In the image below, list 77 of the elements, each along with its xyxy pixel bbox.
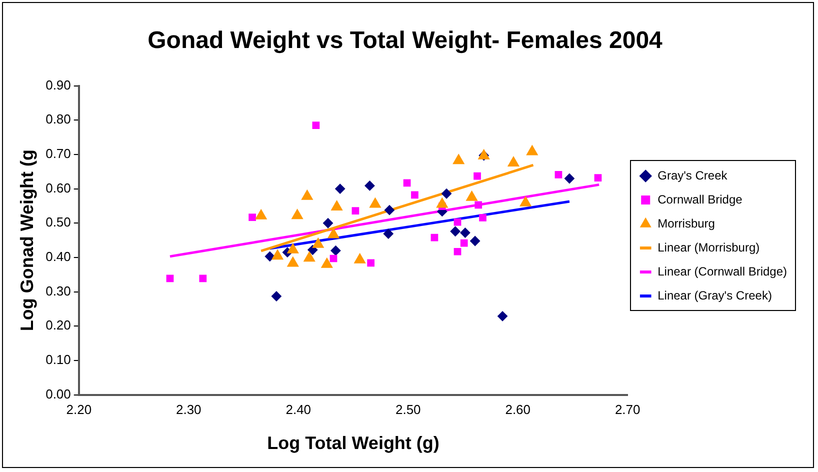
y-tick-label: 0.40 bbox=[46, 249, 71, 264]
x-tick-label: 2.30 bbox=[176, 402, 202, 418]
legend-label: Gray's Creek bbox=[658, 168, 728, 182]
point bbox=[272, 250, 284, 260]
point bbox=[436, 198, 448, 208]
point bbox=[264, 251, 275, 262]
point bbox=[383, 228, 394, 239]
point bbox=[271, 291, 282, 302]
legend-label: Linear (Gray's Creek) bbox=[658, 288, 772, 302]
y-tick-label: 0.20 bbox=[46, 318, 71, 333]
legend-label: Linear (Cornwall Bridge) bbox=[658, 264, 788, 278]
point bbox=[526, 145, 538, 156]
point bbox=[166, 274, 174, 282]
point bbox=[331, 200, 342, 210]
point bbox=[450, 226, 460, 236]
point bbox=[384, 205, 394, 216]
x-axis-title: Log Total Weight (g) bbox=[267, 433, 440, 454]
point bbox=[498, 311, 508, 322]
point bbox=[301, 190, 313, 200]
point bbox=[479, 214, 486, 222]
point bbox=[474, 201, 482, 209]
chart-title: Gonad Weight vs Total Weight- Females 2004 bbox=[148, 27, 664, 54]
x-tick-label: 2.70 bbox=[614, 402, 640, 418]
y-tick-label: 0.10 bbox=[46, 352, 71, 368]
x-tick-label: 2.60 bbox=[505, 402, 531, 418]
legend-label: Linear (Morrisburg) bbox=[658, 240, 760, 254]
point bbox=[452, 154, 464, 164]
point bbox=[554, 171, 562, 178]
point bbox=[321, 258, 333, 268]
point bbox=[466, 190, 478, 201]
y-tick-label: 0.60 bbox=[46, 180, 71, 196]
point bbox=[474, 172, 481, 180]
point bbox=[287, 256, 299, 267]
point bbox=[442, 188, 452, 199]
point bbox=[594, 174, 602, 182]
y-tick-label: 0.30 bbox=[46, 283, 71, 298]
point bbox=[308, 244, 318, 255]
legend-label: Cornwall Bridge bbox=[658, 192, 743, 206]
legend-label: Morrisburg bbox=[658, 216, 715, 230]
point bbox=[470, 236, 480, 246]
point bbox=[460, 228, 470, 238]
point bbox=[564, 174, 574, 184]
y-tick-label: 0.90 bbox=[46, 77, 71, 92]
point bbox=[508, 156, 520, 167]
point bbox=[364, 180, 375, 191]
point bbox=[454, 248, 462, 256]
point bbox=[411, 191, 418, 199]
y-tick-label: 0.00 bbox=[46, 386, 71, 402]
x-tick-label: 2.50 bbox=[395, 402, 421, 418]
point bbox=[370, 198, 381, 208]
point bbox=[323, 218, 334, 228]
y-tick-label: 0.80 bbox=[46, 112, 71, 127]
point bbox=[287, 243, 299, 254]
point bbox=[199, 274, 207, 282]
point bbox=[255, 209, 267, 220]
point bbox=[312, 122, 320, 129]
point bbox=[430, 234, 438, 242]
point bbox=[292, 209, 303, 220]
point bbox=[403, 179, 411, 187]
point bbox=[335, 184, 346, 194]
x-tick-label: 2.20 bbox=[66, 402, 92, 418]
point bbox=[352, 207, 360, 214]
point bbox=[330, 254, 338, 262]
y-axis-title: Log Gonad Weight (g bbox=[16, 149, 37, 332]
point bbox=[520, 196, 532, 206]
y-tick-label: 0.70 bbox=[46, 146, 71, 162]
point bbox=[367, 259, 374, 267]
y-tick-label: 0.50 bbox=[46, 214, 71, 230]
point bbox=[330, 246, 341, 256]
point bbox=[328, 228, 340, 238]
point bbox=[454, 218, 462, 226]
point bbox=[248, 214, 256, 221]
point bbox=[312, 238, 324, 248]
x-tick-label: 2.40 bbox=[286, 402, 312, 418]
point bbox=[354, 253, 366, 264]
point bbox=[304, 252, 316, 262]
point bbox=[460, 239, 468, 247]
